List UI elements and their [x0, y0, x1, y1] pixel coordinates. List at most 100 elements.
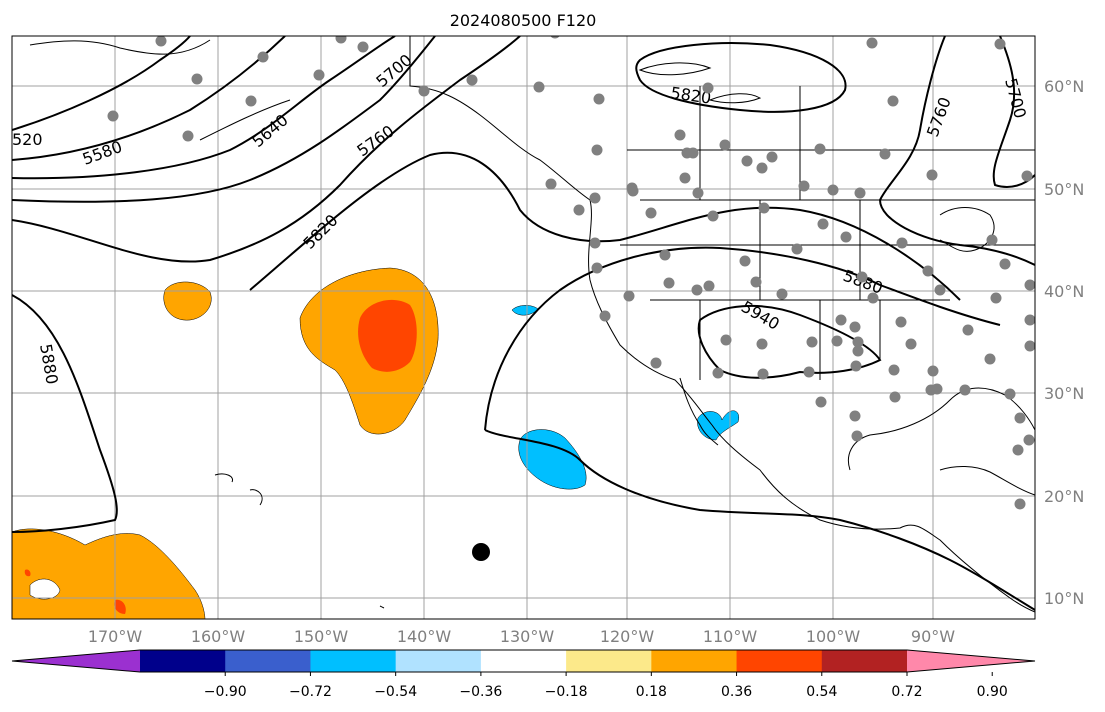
- station-dot: [1004, 388, 1016, 400]
- station-dot: [798, 180, 810, 192]
- colorbar-segment: [651, 650, 738, 672]
- lat-tick-label: 60°N: [1044, 77, 1084, 96]
- station-dot: [573, 204, 585, 216]
- colorbar-segment: [480, 650, 567, 672]
- colorbar-segment: [566, 650, 652, 672]
- station-dot: [545, 178, 557, 190]
- southwest-core-b: [24, 569, 31, 577]
- colorbar-segment: [821, 650, 908, 672]
- lat-tick-label: 30°N: [1044, 384, 1084, 403]
- colorbar: −0.90 −0.72 −0.54 −0.36 −0.18 0.18 0.36 0.54 0.7…: [11, 649, 1036, 700]
- station-dot: [182, 130, 194, 142]
- station-dot: [850, 360, 862, 372]
- contour-5820-north: [635, 42, 847, 113]
- station-dot: [896, 237, 908, 249]
- storm-marker: [472, 543, 490, 561]
- lon-tick-label: 120°W: [600, 627, 655, 646]
- chart-title: 2024080500 F120: [450, 11, 597, 30]
- colorbar-tick-label: −0.36: [459, 684, 502, 700]
- contour-5700-east: [992, 36, 1035, 188]
- station-dot: [335, 36, 347, 44]
- station-dot: [645, 207, 657, 219]
- lon-tick-label: 110°W: [703, 627, 758, 646]
- station-dot: [650, 357, 662, 369]
- contour-5760-east: [878, 36, 1035, 266]
- longitude-labels: 170°W 160°W 150°W 140°W 130°W 120°W 110°…: [88, 627, 955, 646]
- station-dot: [1024, 314, 1035, 326]
- station-dot: [758, 202, 770, 214]
- station-dot: [791, 243, 803, 255]
- lat-tick-label: 50°N: [1044, 180, 1084, 199]
- lon-tick-label: 90°W: [911, 627, 955, 646]
- lon-tick-label: 170°W: [88, 627, 143, 646]
- contour-5700: [12, 36, 436, 203]
- station-dot: [776, 288, 788, 300]
- height-contours: [12, 36, 1035, 611]
- colorbar-tick-label: 0.36: [721, 684, 752, 700]
- colorbar-tick-label: 0.18: [636, 684, 667, 700]
- colorbar-segment: [395, 650, 482, 672]
- colorbar-tick-label: 0.54: [806, 684, 837, 700]
- lon-tick-label: 150°W: [294, 627, 349, 646]
- colorbar-segment: [310, 650, 397, 672]
- station-dot: [1014, 498, 1026, 510]
- station-dot: [756, 162, 768, 174]
- station-dot: [674, 129, 686, 141]
- station-dot: [691, 284, 703, 296]
- station-dot: [741, 155, 753, 167]
- station-dot: [257, 51, 269, 63]
- lat-tick-label: 10°N: [1044, 589, 1084, 608]
- coastlines: [29, 36, 1035, 613]
- station-dot: [849, 410, 861, 422]
- station-dot: [888, 364, 900, 376]
- station-dot: [533, 81, 545, 93]
- station-dot: [879, 148, 891, 160]
- colorbar-tick-label: 0.90: [977, 684, 1008, 700]
- station-dot: [990, 292, 1002, 304]
- station-dot: [1014, 412, 1026, 424]
- colorbar-tick-label: −0.18: [545, 684, 588, 700]
- map-panel: 520 5580 5640 5700 5760 5820 5820 5760 5…: [11, 35, 1036, 620]
- station-dot: [806, 336, 818, 348]
- station-dot: [1021, 170, 1033, 182]
- station-dot: [984, 353, 996, 365]
- station-dot: [107, 110, 119, 122]
- station-dot: [627, 185, 639, 197]
- station-dot: [659, 249, 671, 261]
- station-dot: [986, 234, 998, 246]
- station-dot: [702, 82, 714, 94]
- map-frame: [11, 35, 1036, 620]
- station-dot: [925, 384, 937, 396]
- station-dot: [750, 276, 762, 288]
- station-dot: [827, 184, 839, 196]
- anomaly-shading: [12, 267, 740, 619]
- contour-5760: [12, 36, 521, 263]
- station-dot: [999, 258, 1011, 270]
- southwest-core-a: [114, 599, 126, 614]
- contour-5580: [12, 36, 286, 161]
- lat-tick-label: 20°N: [1044, 487, 1084, 506]
- station-dot: [852, 345, 864, 357]
- station-dot: [817, 218, 829, 230]
- station-dot: [1024, 279, 1035, 291]
- station-dot: [1012, 444, 1024, 456]
- station-dot: [756, 338, 768, 350]
- station-dot: [887, 95, 899, 107]
- positive-anomaly-small: [163, 281, 212, 321]
- contour-5880: [484, 246, 1035, 611]
- station-dot: [692, 187, 704, 199]
- station-dot: [191, 73, 203, 85]
- station-dot: [245, 95, 257, 107]
- contour-5820-loop: [249, 151, 961, 301]
- station-dot: [835, 314, 847, 326]
- station-dot: [591, 144, 603, 156]
- colorbar-outline: [11, 649, 1036, 673]
- colorbar-tick-label: −0.54: [374, 684, 417, 700]
- station-dot: [418, 85, 430, 97]
- station-dot: [905, 338, 917, 350]
- colorbar-tick-label: −0.72: [289, 684, 332, 700]
- colorbar-tick-label: 0.72: [891, 684, 922, 700]
- lat-tick-label: 40°N: [1044, 282, 1084, 301]
- station-dot: [922, 265, 934, 277]
